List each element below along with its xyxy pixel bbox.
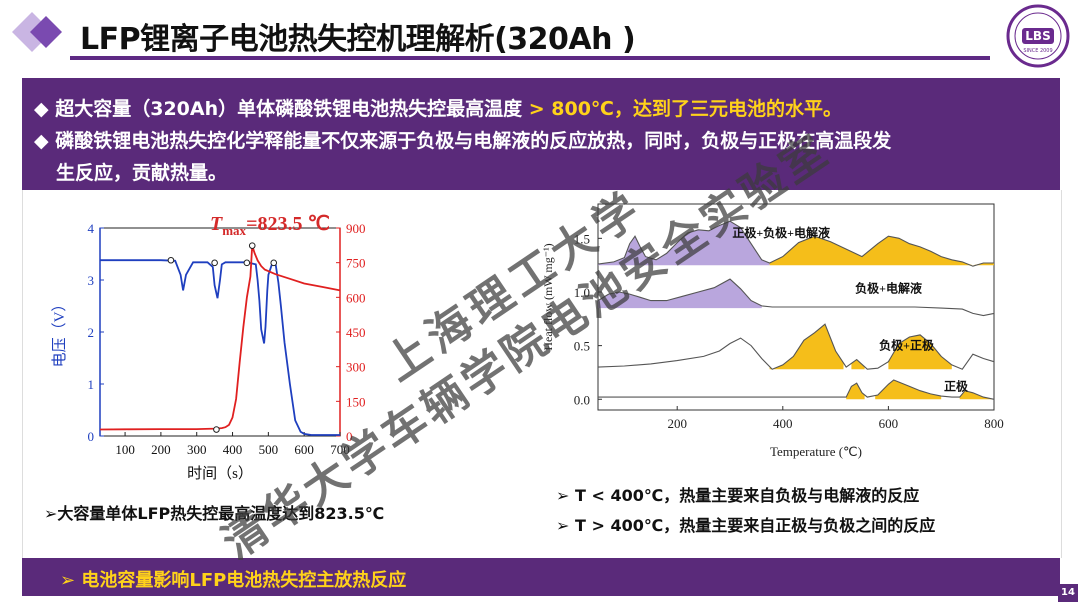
bullet-2-line-2: 生反应，贡献热量。 [56,162,228,184]
bullet-1-text: ◆ 超大容量（320Ah）单体磷酸铁锂电池热失控最高温度 [34,98,523,120]
voltage-marker [243,259,251,267]
low-temp-heat-area [598,279,762,309]
logo-text: LBS [1025,29,1051,43]
title-underline [70,56,990,60]
right-note-2: ➢ T > 400℃，热量主要来自正极与负极之间的反应 [556,516,936,535]
series-label: 负极+正极 [879,338,935,353]
logo-since: SINCE 2009 [1023,48,1053,54]
high-temp-heat-area [875,380,942,400]
y-left-tick-label: 3 [88,273,95,288]
voltage-marker [167,256,175,264]
high-temp-heat-area [851,359,865,370]
dsc-heat-flow-chart: 200 400 600 800 0.0 0.5 1.0 1.5 正极+负极+电解液负极+电解液负… [541,203,1004,459]
tmax-annotation: Tmax=823.5 ℃ [210,213,330,238]
heat-flow-curve [597,278,995,317]
bullet-1: ◆ 超大容量（320Ah）单体磷酸铁锂电池热失控最高温度 > 800℃，达到了三… [34,94,842,121]
high-temp-heat-area [769,236,994,266]
y-axis-label: Heat flow (mW mg⁻¹) [541,243,555,350]
bullet-1-highlight: > 800℃，达到了三元电池的水平。 [522,98,842,120]
heat-flow-curve [597,323,995,370]
lbs-logo: LBS SINCE 2009 [1006,4,1070,68]
x-tick-label: 100 [115,442,134,457]
temperature-marker [248,242,256,249]
conclusion-text: ➢ 电池容量影响LFP电池热失控主放热反应 [60,570,407,591]
y-right-tick-label: 300 [346,360,366,375]
y-right-tick-label: 750 [346,256,366,271]
plot-frame [99,227,341,437]
x-tick-label: 600 [879,416,899,431]
series-label: 负极+电解液 [855,281,922,296]
x-tick-label: 400 [773,416,793,431]
voltage-marker [270,259,278,267]
y-right-tick-label: 450 [346,325,366,340]
y-left-tick-label: 0 [88,429,95,444]
x-axis-label: Temperature (℃) [770,444,862,459]
conclusion-bar [22,558,1060,596]
x-tick-label: 600 [294,442,314,457]
y-right-tick-label: 0 [346,429,353,444]
temperature-marker [213,426,220,433]
heat-flow-curve [598,379,995,400]
y-tick-label: 1.0 [574,285,590,300]
x-tick-label: 700 [330,442,350,457]
x-tick-label: 200 [667,416,687,431]
x-tick-label: 400 [223,442,243,457]
temperature-line [99,245,341,431]
key-points-panel [22,78,1060,190]
series-label: 正极+负极+电解液 [732,225,830,240]
y-left-axis-label: 电压（V） [51,297,68,368]
x-tick-label: 800 [984,416,1004,431]
page-title: LFP锂离子电池热失控机理解析(320Ah ) [80,22,636,57]
y-right-tick-label: 150 [346,394,366,409]
bullet-2-line-1: ◆ 磷酸铁锂电池热失控化学释能量不仅来源于负极与电解液的反应放热，同时，负极与正… [34,130,892,152]
page-number: 14 [1058,584,1078,602]
y-right-tick-label: 600 [346,290,366,305]
x-tick-label: 500 [259,442,279,457]
heat-flow-curve [597,220,994,267]
y-tick-label: 1.5 [574,231,590,246]
y-tick-label: 0.0 [574,392,590,407]
y-left-tick-label: 4 [88,221,95,236]
low-temp-heat-area [598,221,770,266]
left-note: ➢大容量单体LFP热失控最高温度达到823.5℃ [44,504,385,523]
high-temp-heat-area [888,334,952,370]
y-left-tick-label: 1 [88,377,95,392]
x-tick-label: 200 [151,442,171,457]
x-axis-label: 时间（s） [187,465,253,482]
voltage-line [100,259,340,436]
voltage-marker [211,259,218,267]
y-right-tick-label: 900 [346,221,366,236]
header-diamond-icon [12,12,62,52]
y-left-tick-label: 2 [88,325,95,340]
x-tick-label: 300 [187,442,207,457]
right-note-1: ➢ T < 400℃，热量主要来自负极与电解液的反应 [556,486,920,505]
high-temp-heat-area [769,324,844,370]
voltage-temperature-chart: 100 200 300 400 500 600 7000123401503004506007… [51,213,366,482]
y-tick-label: 0.5 [574,339,590,354]
high-temp-heat-area [846,383,865,400]
series-label: 正极 [944,378,969,393]
